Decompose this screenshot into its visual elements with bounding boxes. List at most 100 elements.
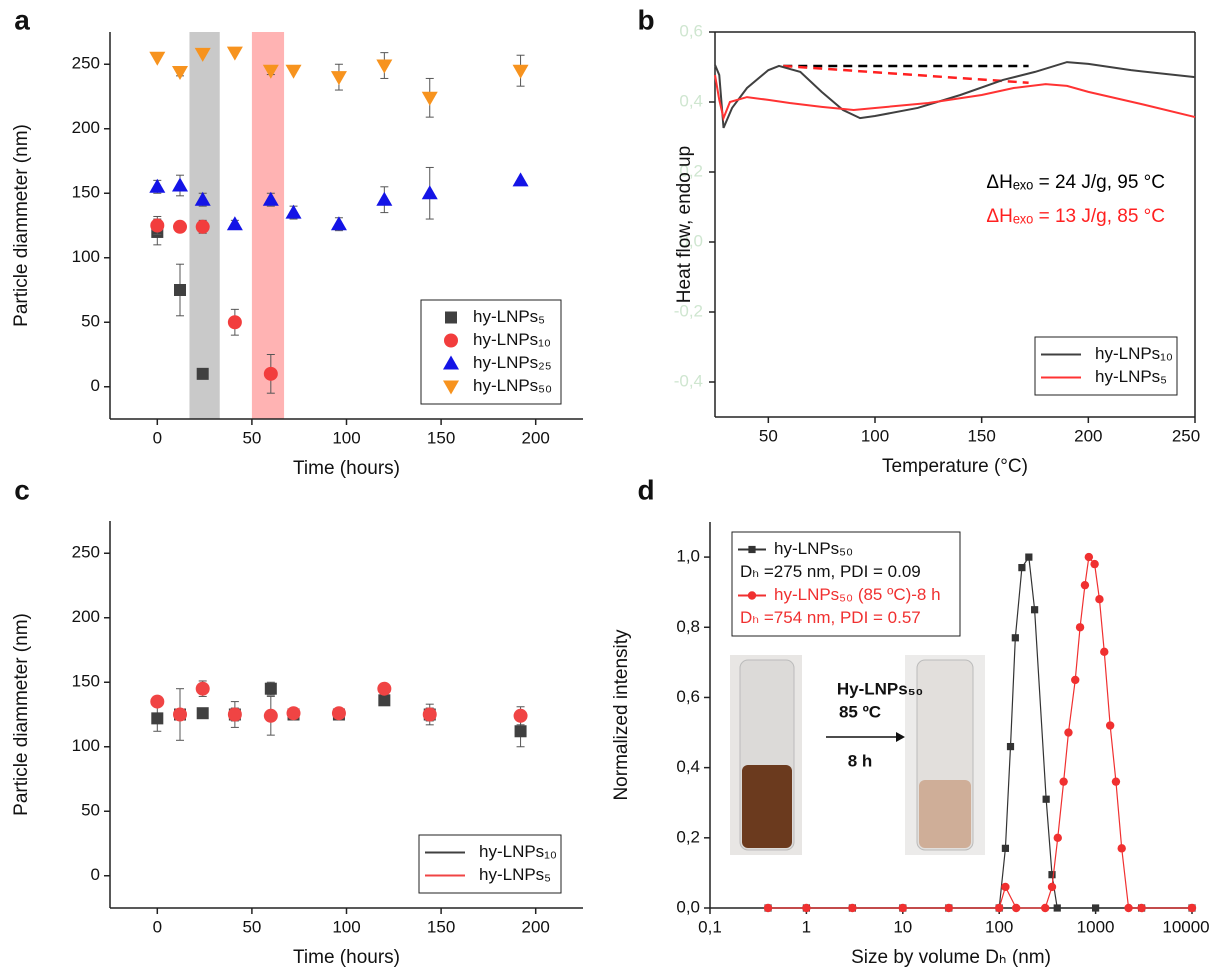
y-tick-label: 100 [72, 247, 100, 266]
marker [195, 219, 210, 234]
y-tick-label: 0,4 [679, 91, 703, 110]
marker [262, 64, 279, 79]
marker [149, 51, 166, 66]
marker [226, 216, 243, 231]
marker [1084, 552, 1094, 562]
x-tick-label: 1000 [1077, 917, 1115, 936]
y-axis-label: Particle diammeter (nm) [11, 124, 32, 327]
x-tick-label: 150 [967, 426, 995, 445]
marker [330, 216, 347, 231]
y-tick-label: 150 [72, 672, 100, 691]
marker [748, 545, 756, 554]
x-tick-label: 100 [332, 428, 360, 447]
marker [1071, 675, 1080, 685]
marker [262, 191, 279, 206]
y-tick-label: 50 [81, 312, 100, 331]
x-tick-label: 10 [893, 917, 912, 936]
marker [227, 707, 242, 722]
marker [1018, 564, 1026, 572]
y-tick-label: 250 [72, 543, 100, 562]
y-tick-label: 0,2 [679, 161, 703, 180]
inset-time: 8 h [848, 751, 873, 770]
panel-label: d [637, 474, 654, 505]
marker [763, 903, 773, 913]
marker [1001, 882, 1010, 892]
legend: hy-LNPs₁₀ hy-LNPs₅ [1034, 336, 1178, 396]
marker [331, 706, 346, 721]
y-tick-label: -0,2 [674, 301, 703, 320]
x-tick-label: 0,1 [698, 917, 722, 936]
marker [377, 681, 392, 696]
panel-label: a [14, 4, 30, 35]
marker [376, 59, 393, 74]
marker [376, 191, 393, 206]
legend-label: hy-LNPs₅₀ (85 ºC)-8 h [774, 585, 941, 604]
x-tick-label: 200 [522, 917, 550, 936]
legend: hy-LNPs₅₀ Dₕ =275 nm, PDI = 0.09 hy-LNPs₅₀… [731, 531, 961, 637]
legend-box [418, 834, 562, 894]
marker [285, 64, 302, 79]
y-tick-label: 0 [91, 865, 100, 884]
x-tick-label: 100 [861, 426, 889, 445]
legend-box [420, 299, 562, 405]
marker [1117, 844, 1126, 853]
marker [1095, 595, 1104, 604]
legend-label: hy-LNPs₅ [473, 307, 545, 326]
marker [226, 46, 243, 61]
y-tick-label: 1,0 [676, 547, 700, 566]
legend-label: Dₕ =275 nm, PDI = 0.09 [740, 562, 921, 581]
legend: hy-LNPs₅ hy-LNPs₁₀ hy-LNPs₂₅ hy-LNPs₅₀ [420, 299, 562, 405]
y-tick-label: 0,0 [679, 231, 703, 250]
marker [422, 707, 437, 722]
y-tick-label: 0,2 [676, 827, 700, 846]
legend-label: hy-LNPs₁₀ [473, 330, 551, 349]
marker [174, 284, 187, 296]
x-tick-label: 1 [802, 917, 811, 936]
marker [1100, 647, 1109, 657]
marker [149, 178, 166, 193]
x-tick-label: 10000 [1162, 917, 1209, 936]
marker [1006, 742, 1015, 751]
marker [173, 707, 188, 722]
inset: Hy-LNPs₅₀ 85 ºC 8 h [730, 655, 985, 855]
y-axis-label: Heat flow, endo up [674, 146, 695, 303]
marker [1053, 833, 1062, 843]
legend-label: hy-LNPs₅ [1095, 367, 1167, 386]
series-line [714, 61, 1196, 129]
marker [196, 707, 209, 720]
annotation: ΔHₑₓₒ = 13 J/g, 85 °C [986, 206, 1165, 227]
marker [173, 219, 188, 234]
legend-label: hy-LNPs₅₀ [473, 376, 552, 395]
x-tick-label: 50 [759, 426, 778, 445]
series-line [768, 555, 1192, 909]
x-tick-label: 250 [1172, 426, 1200, 445]
x-axis-label: Temperature (°C) [882, 456, 1028, 477]
vial-liquid [742, 765, 792, 848]
y-tick-label: 250 [72, 54, 100, 73]
marker [802, 903, 811, 913]
y-axis-label: Normalized intensity [611, 629, 632, 801]
x-tick-label: 50 [242, 428, 261, 447]
marker [512, 172, 529, 187]
marker [286, 706, 301, 721]
marker [1124, 903, 1133, 913]
inset-temperature: 85 ºC [839, 702, 881, 721]
y-tick-label: 0,8 [676, 617, 700, 636]
guide-line [783, 64, 1029, 84]
marker [513, 708, 528, 723]
marker [196, 367, 209, 380]
legend-box [1034, 336, 1178, 396]
x-tick-label: 150 [427, 917, 455, 936]
legend-label: hy-LNPs₅₀ [774, 539, 853, 558]
marker [151, 712, 164, 725]
marker [1187, 903, 1197, 913]
marker [1040, 903, 1050, 913]
x-tick-label: 200 [522, 428, 550, 447]
y-tick-label: 50 [81, 801, 100, 820]
series-line [714, 74, 1196, 122]
marker [1090, 559, 1099, 569]
marker [1137, 903, 1146, 913]
y-tick-label: 0,4 [676, 757, 700, 776]
marker [1047, 882, 1057, 892]
x-axis-label: Size by volume Dₕ (nm) [851, 947, 1051, 968]
